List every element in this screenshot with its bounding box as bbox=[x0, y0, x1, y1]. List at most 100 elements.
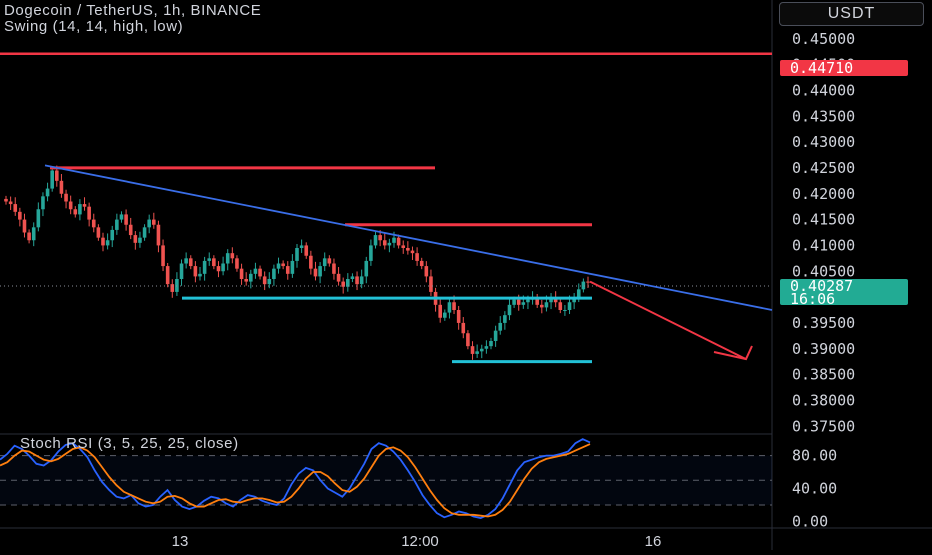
candle-body bbox=[87, 206, 91, 220]
candle-body bbox=[161, 245, 165, 267]
currency-button[interactable]: USDT bbox=[779, 2, 924, 26]
candle-body bbox=[364, 260, 369, 277]
candle-body bbox=[475, 351, 479, 354]
candle-body bbox=[470, 346, 475, 354]
candle-body bbox=[410, 250, 415, 254]
candle-body bbox=[147, 219, 151, 228]
candle-body bbox=[50, 170, 54, 189]
candle-body bbox=[202, 260, 207, 274]
time-tick-label: 16 bbox=[645, 533, 662, 550]
candle-body bbox=[285, 266, 290, 274]
candle-body bbox=[59, 180, 64, 194]
candle-body bbox=[128, 224, 133, 236]
candle-body bbox=[452, 302, 456, 310]
candle-body bbox=[212, 258, 216, 267]
resistance-price-tag: 0.44710 bbox=[780, 60, 908, 76]
price-tick-label: 0.38000 bbox=[792, 391, 855, 409]
candle-body bbox=[8, 201, 13, 205]
candle-body bbox=[142, 227, 147, 238]
price-tick-label: 0.43000 bbox=[792, 133, 855, 151]
price-tick-label: 0.44000 bbox=[792, 81, 855, 99]
candle-body bbox=[350, 276, 355, 279]
candle-body bbox=[359, 276, 364, 285]
candle-body bbox=[221, 263, 225, 272]
candle-body bbox=[581, 281, 586, 290]
candle-body bbox=[567, 302, 572, 310]
candle-body bbox=[336, 273, 341, 282]
candle-body bbox=[27, 232, 31, 241]
candle-body bbox=[503, 315, 507, 323]
candle-body bbox=[235, 258, 239, 269]
candle-body bbox=[82, 204, 87, 207]
candle-body bbox=[419, 260, 424, 267]
candle-body bbox=[295, 248, 299, 261]
candle-body bbox=[110, 229, 115, 241]
stoch-rsi-pane bbox=[0, 438, 772, 520]
candle-body bbox=[424, 266, 429, 277]
candle-body bbox=[216, 266, 221, 272]
stoch-series-k bbox=[0, 438, 591, 520]
candle-body bbox=[382, 240, 387, 246]
candles-layer bbox=[4, 165, 590, 360]
candle-body bbox=[484, 346, 489, 349]
candle-body bbox=[4, 198, 8, 202]
candle-body bbox=[115, 219, 119, 230]
candle-body bbox=[267, 279, 272, 285]
candle-body bbox=[91, 219, 96, 228]
candle-body bbox=[45, 188, 50, 197]
candle-body bbox=[447, 302, 452, 313]
candle-body bbox=[105, 240, 110, 246]
candle-body bbox=[198, 273, 202, 277]
candle-body bbox=[318, 266, 322, 277]
candle-body bbox=[133, 235, 138, 243]
price-tick-label: 0.45000 bbox=[792, 30, 855, 48]
candle-body bbox=[438, 304, 442, 318]
candle-body bbox=[18, 211, 22, 220]
candle-body bbox=[175, 279, 179, 292]
candle-body bbox=[290, 260, 295, 274]
candle-body bbox=[249, 273, 253, 282]
candle-body bbox=[313, 268, 318, 277]
candle-body bbox=[576, 289, 581, 298]
candle-body bbox=[392, 237, 396, 243]
candle-body bbox=[244, 279, 248, 282]
price-axis: 0.455000.450000.445000.440000.435000.430… bbox=[792, 4, 855, 435]
indicator-legend[interactable]: Swing (14, 14, high, low) bbox=[4, 18, 184, 35]
candle-body bbox=[36, 209, 41, 228]
candle-body bbox=[138, 237, 142, 243]
candle-body bbox=[387, 242, 392, 246]
candle-body bbox=[299, 245, 304, 248]
price-tick-label: 0.37500 bbox=[792, 417, 855, 435]
stoch-tick-label: 40.00 bbox=[792, 479, 837, 497]
candle-body bbox=[521, 302, 526, 305]
candle-body bbox=[327, 258, 332, 264]
stoch-series-d bbox=[0, 443, 591, 518]
candle-body bbox=[253, 268, 258, 274]
candle-body bbox=[378, 235, 382, 241]
candle-body bbox=[55, 170, 59, 181]
candle-body bbox=[22, 219, 27, 233]
resistance-price-value: 0.44710 bbox=[790, 59, 854, 77]
candle-body bbox=[479, 348, 484, 352]
candle-body bbox=[512, 299, 516, 305]
candle-body bbox=[558, 302, 563, 310]
candle-body bbox=[396, 237, 401, 246]
candle-body bbox=[443, 312, 447, 318]
candle-body bbox=[41, 196, 45, 210]
candle-body bbox=[13, 204, 18, 212]
candle-body bbox=[207, 258, 212, 261]
candle-body bbox=[415, 253, 419, 261]
candle-body bbox=[563, 310, 567, 311]
candle-body bbox=[64, 193, 68, 202]
candle-body bbox=[124, 214, 128, 225]
candle-body bbox=[429, 276, 433, 292]
last-price-tag: 0.40287 16:06 bbox=[780, 277, 908, 307]
candle-body bbox=[406, 248, 410, 251]
candle-body bbox=[165, 266, 170, 285]
stoch-rsi-legend[interactable]: Stoch RSI (3, 5, 25, 25, close) bbox=[20, 435, 239, 452]
last-price-value: 0.40287 bbox=[790, 277, 854, 295]
candle-body bbox=[304, 245, 309, 256]
candle-body bbox=[152, 219, 156, 225]
